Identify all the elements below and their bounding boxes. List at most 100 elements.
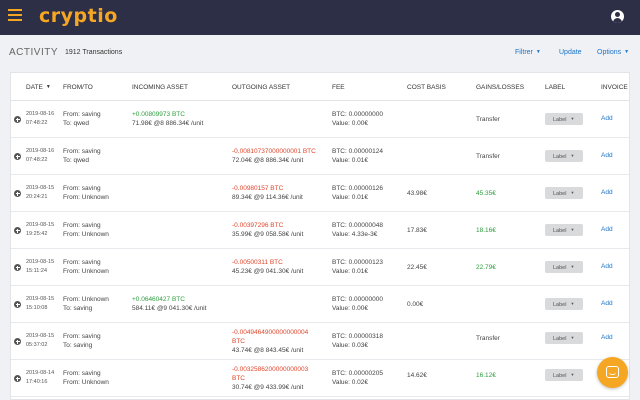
date-value: 2019-08-14 [26,370,55,376]
chat-button[interactable] [597,357,628,388]
expand-plus-icon[interactable] [14,190,21,197]
expand-plus-icon[interactable] [14,153,21,160]
from-value: From: saving [63,370,101,377]
from-to-cell: From: saving From: Unknown [63,184,109,202]
sort-caret-icon: ▼ [45,84,51,90]
outgoing-asset-cell: -0.0032586200000000003 BTC 30.74€ @9 433.9… [232,365,308,392]
table-row[interactable]: 2019-08-15 05:37:02 From: saving To: saving… [11,323,629,360]
outgoing-asset-cell: -0.00397296 BTC 35.99€ @9 058.58€ /unit [232,221,303,239]
column-label: LABEL [545,84,566,91]
label-dropdown[interactable]: Label ▼ [545,261,583,273]
caret-down-icon: ▼ [570,301,575,306]
incoming-value: 71.98€ @8 886.34€ /unit [132,120,204,127]
from-to-cell: From: saving From: Unknown [63,258,109,276]
label-dropdown[interactable]: Label ▼ [545,113,583,125]
label-dropdown[interactable]: Label ▼ [545,224,583,236]
cost-basis-cell: 43.98€ [407,190,427,197]
filter-dropdown[interactable]: Filtrer ▼ [515,49,541,56]
app-logo[interactable]: cryptio [39,5,118,27]
add-invoice-link[interactable]: Add [601,226,613,233]
gains-losses-cell: Transfer [476,335,500,342]
date-cell: 2019-08-15 15:11:24 [26,258,54,276]
from-value: From: saving [63,222,101,229]
time-value: 19:25:42 [26,231,48,237]
fee-btc: BTC: 0.00000123 [332,259,383,266]
column-date[interactable]: DATE ▼ [26,84,51,91]
outgoing-value: BTC [232,338,245,345]
table-row[interactable]: 2019-08-15 20:24:21 From: saving From: Unkn… [11,175,629,212]
gains-losses-cell: 16.12€ [476,372,496,379]
label-dropdown[interactable]: Label ▼ [545,369,583,381]
label-dropdown[interactable]: Label ▼ [545,187,583,199]
label-button-text: Label [553,117,567,123]
table-row[interactable]: 2019-08-16 07:48:22 From: saving To: qwed -0… [11,138,629,175]
fee-value: Value: 0.00€ [332,305,369,312]
update-button[interactable]: Update [559,49,582,56]
transactions-table: DATE ▼ FROM/TO INCOMING ASSET OUTGOING AS… [10,72,630,400]
user-account-icon[interactable] [611,10,624,23]
expand-plus-icon[interactable] [14,227,21,234]
incoming-asset-cell: +0.06460427 BTC 584.11€ @9 041.30€ /unit [132,295,206,313]
table-row[interactable]: 2019-08-15 15:10:08 From: Unknown To: savin… [11,286,629,323]
fee-cell: BTC: 0.00000048 Value: 4.33e-3€ [332,221,383,239]
add-invoice-link[interactable]: Add [601,152,613,159]
expand-plus-icon[interactable] [14,338,21,345]
add-invoice-link[interactable]: Add [601,189,613,196]
label-button-text: Label [553,265,567,271]
to-value: To: qwed [63,157,90,164]
label-dropdown[interactable]: Label ▼ [545,150,583,162]
to-value: From: Unknown [63,231,109,238]
label-button-text: Label [553,373,567,379]
from-to-cell: From: saving To: qwed [63,110,101,128]
fee-btc: BTC: 0.00000048 [332,222,383,229]
add-invoice-link[interactable]: Add [601,300,613,307]
transaction-count: 1912 Transactions [65,49,123,56]
time-value: 07:48:22 [26,120,48,126]
fee-cell: BTC: 0.00000126 Value: 0.01€ [332,184,383,202]
add-invoice-link[interactable]: Add [601,263,613,270]
hamburger-menu-icon[interactable] [8,9,22,23]
add-invoice-link[interactable]: Add [601,334,613,341]
expand-plus-icon[interactable] [14,301,21,308]
fee-btc: BTC: 0.00000000 [332,296,383,303]
to-value: From: Unknown [63,379,109,386]
from-to-cell: From: saving From: Unknown [63,369,109,387]
cost-basis-cell: 14.62€ [407,372,427,379]
time-value: 07:48:22 [26,157,48,163]
expand-plus-icon[interactable] [14,116,21,123]
date-value: 2019-08-15 [26,259,55,265]
table-row[interactable]: 2019-08-14 17:40:16 From: saving From: Unkn… [11,360,629,397]
date-value: 2019-08-15 [26,333,55,339]
incoming-amount: +0.00809973 BTC [132,111,185,118]
label-dropdown[interactable]: Label ▼ [545,332,583,344]
options-dropdown[interactable]: Options ▼ [597,49,630,56]
date-cell: 2019-08-15 20:24:21 [26,184,54,202]
from-value: From: saving [63,148,101,155]
outgoing-asset-cell: -0.00810737000000001 BTC 72.04€ @8 886.34… [232,147,316,165]
from-value: From: saving [63,185,101,192]
cost-basis-cell: 0.00€ [407,301,424,308]
table-row[interactable]: 2019-08-15 19:25:42 From: saving From: Unkn… [11,212,629,249]
outgoing-amount: -0.0032586200000000003 [232,366,309,373]
gains-losses-cell: Transfer [476,116,500,123]
outgoing-amount: -0.00500311 BTC [232,259,283,266]
table-row[interactable]: 2019-08-15 15:11:24 From: saving From: Unkn… [11,249,629,286]
label-button-text: Label [553,336,567,342]
time-value: 05:37:02 [26,342,48,348]
incoming-asset-cell: +0.00809973 BTC 71.98€ @8 886.34€ /unit [132,110,203,128]
label-dropdown[interactable]: Label ▼ [545,298,583,310]
outgoing-amount: -0.00980157 BTC [232,185,284,192]
gains-losses-cell: 45.35€ [476,190,496,197]
fee-value: Value: 0.01€ [332,268,369,275]
fee-cell: BTC: 0.00000124 Value: 0.01€ [332,147,383,165]
from-value: From: saving [63,333,101,340]
fee-btc: BTC: 0.00000000 [332,111,383,118]
expand-plus-icon[interactable] [14,375,21,382]
add-invoice-link[interactable]: Add [601,115,613,122]
date-cell: 2019-08-16 07:48:22 [26,147,54,165]
fee-value: Value: 0.01€ [332,157,369,164]
caret-down-icon: ▼ [570,190,575,195]
to-value: To: saving [63,342,93,349]
expand-plus-icon[interactable] [14,264,21,271]
table-row[interactable]: 2019-08-16 07:48:22 From: saving To: qwed +0… [11,101,629,138]
